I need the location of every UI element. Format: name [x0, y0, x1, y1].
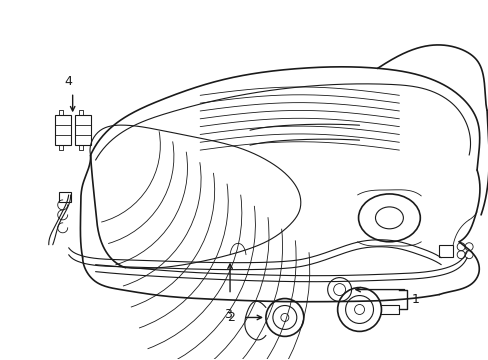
- Bar: [438, 245, 452, 257]
- Bar: [59, 192, 71, 202]
- Bar: [75, 115, 90, 145]
- Text: 3: 3: [224, 307, 231, 320]
- Text: 4: 4: [64, 75, 73, 88]
- Text: 1: 1: [410, 293, 418, 306]
- Bar: [55, 115, 71, 145]
- Text: 2: 2: [227, 311, 235, 324]
